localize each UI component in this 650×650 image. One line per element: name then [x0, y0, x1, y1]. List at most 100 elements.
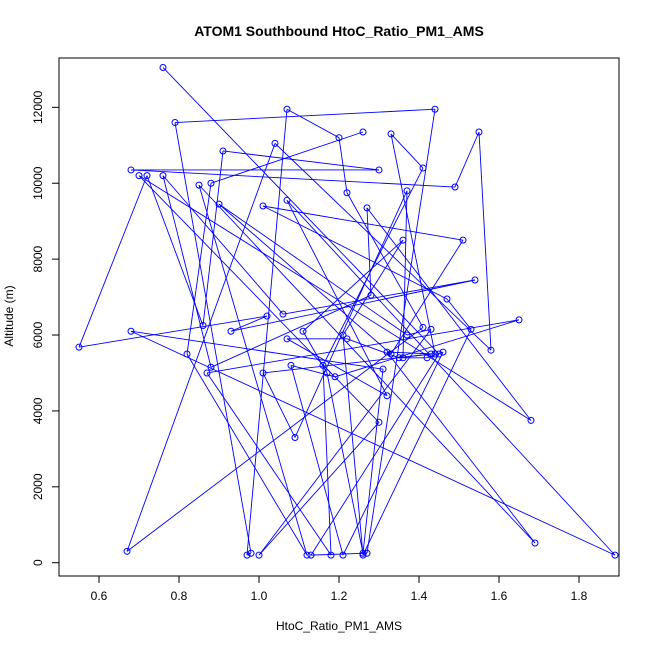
data-point [387, 130, 395, 138]
data-point [159, 63, 167, 71]
series-line-segment [390, 133, 436, 355]
data-point [459, 236, 467, 244]
series-line-segment [342, 351, 444, 556]
data-point [419, 323, 427, 331]
series-line-segment [386, 351, 436, 355]
data-point [375, 418, 383, 426]
data-point [379, 365, 387, 373]
series-line-segment [454, 131, 480, 188]
y-tick-label: 0 [31, 559, 45, 566]
chart-title: ATOM1 Southbound HtoC_Ratio_PM1_AMS [194, 23, 484, 39]
series-line-segment [446, 298, 472, 330]
series-line-segment [162, 175, 284, 315]
data-point [419, 164, 427, 172]
series-line-segment [366, 207, 372, 296]
data-point [531, 539, 539, 547]
series-line-segment [390, 239, 464, 355]
data-point [259, 202, 267, 210]
data-point [467, 325, 475, 333]
data-point [331, 373, 339, 381]
data-point [359, 128, 367, 136]
data-point [307, 551, 315, 559]
series-line-segment [78, 175, 148, 348]
data-point [475, 128, 483, 136]
data-point [387, 350, 395, 358]
data-point [127, 327, 135, 335]
x-axis-label: HtoC_Ratio_PM1_AMS [276, 619, 402, 633]
series-line-segment [286, 200, 616, 556]
series-line-segment [346, 192, 424, 328]
series-line-segment [478, 131, 492, 351]
data-point [375, 166, 383, 174]
series-line-segment [246, 109, 288, 556]
plot-frame [58, 57, 620, 577]
series-line-segment [342, 239, 404, 336]
series-line-segment [198, 184, 536, 544]
series-line-segment [322, 365, 332, 556]
series-line-segment [174, 108, 436, 123]
x-tick-label: 1.4 [411, 589, 428, 603]
series-line-segment [218, 203, 408, 336]
data-point [395, 354, 403, 362]
data-point [199, 322, 207, 330]
x-tick-label: 1.8 [571, 589, 588, 603]
series-line-segment [174, 122, 252, 554]
series-line-segment [366, 207, 532, 421]
data-point [527, 416, 535, 424]
y-tick-label: 8000 [31, 245, 45, 272]
series-line-segment [130, 169, 456, 188]
series-line-segment [322, 167, 424, 366]
data-point [279, 310, 287, 318]
data-point [399, 354, 407, 362]
data-point [219, 147, 227, 155]
data-point [339, 331, 347, 339]
series-line-segment [130, 330, 616, 556]
series-line-segment [146, 175, 204, 326]
series-line-segment [186, 183, 212, 355]
data-point [263, 312, 271, 320]
series-line-segment [230, 315, 268, 332]
x-tick-label: 1.6 [491, 589, 508, 603]
data-point [143, 172, 151, 180]
data-point [207, 179, 215, 187]
data-point [135, 172, 143, 180]
series-line-segment [286, 338, 388, 397]
series-line-segment [130, 330, 384, 370]
x-tick-label: 0.6 [91, 589, 108, 603]
data-point [399, 236, 407, 244]
y-tick-label: 2000 [31, 473, 45, 500]
series-line-segment [138, 175, 532, 421]
data-point [363, 549, 371, 557]
y-tick-label: 12000 [31, 90, 45, 124]
data-point [283, 335, 291, 343]
data-point [435, 350, 443, 358]
data-point [439, 348, 447, 356]
data-point [203, 369, 211, 377]
series-line-segment [162, 175, 212, 368]
data-point [343, 189, 351, 197]
data-point [183, 350, 191, 358]
data-point [75, 343, 83, 351]
data-point [327, 551, 335, 559]
series-line-segment [390, 133, 424, 169]
series-line-segment [286, 108, 340, 139]
series-line-segment [294, 190, 408, 438]
data-point [471, 276, 479, 284]
data-point [431, 350, 439, 358]
series-line-segment [186, 353, 308, 556]
y-tick-label: 4000 [31, 397, 45, 424]
series-line-segment [286, 200, 388, 396]
data-point [403, 187, 411, 195]
data-point [339, 551, 347, 559]
series-line-segment [258, 329, 432, 556]
series-line-segment [198, 185, 308, 556]
data-point [243, 551, 251, 559]
data-point [443, 295, 451, 303]
x-tick-label: 0.8 [171, 589, 188, 603]
data-point [335, 134, 343, 142]
series-layer [75, 63, 619, 559]
series-line-segment [310, 353, 440, 556]
series-line-segment [206, 319, 520, 374]
data-point [451, 183, 459, 191]
